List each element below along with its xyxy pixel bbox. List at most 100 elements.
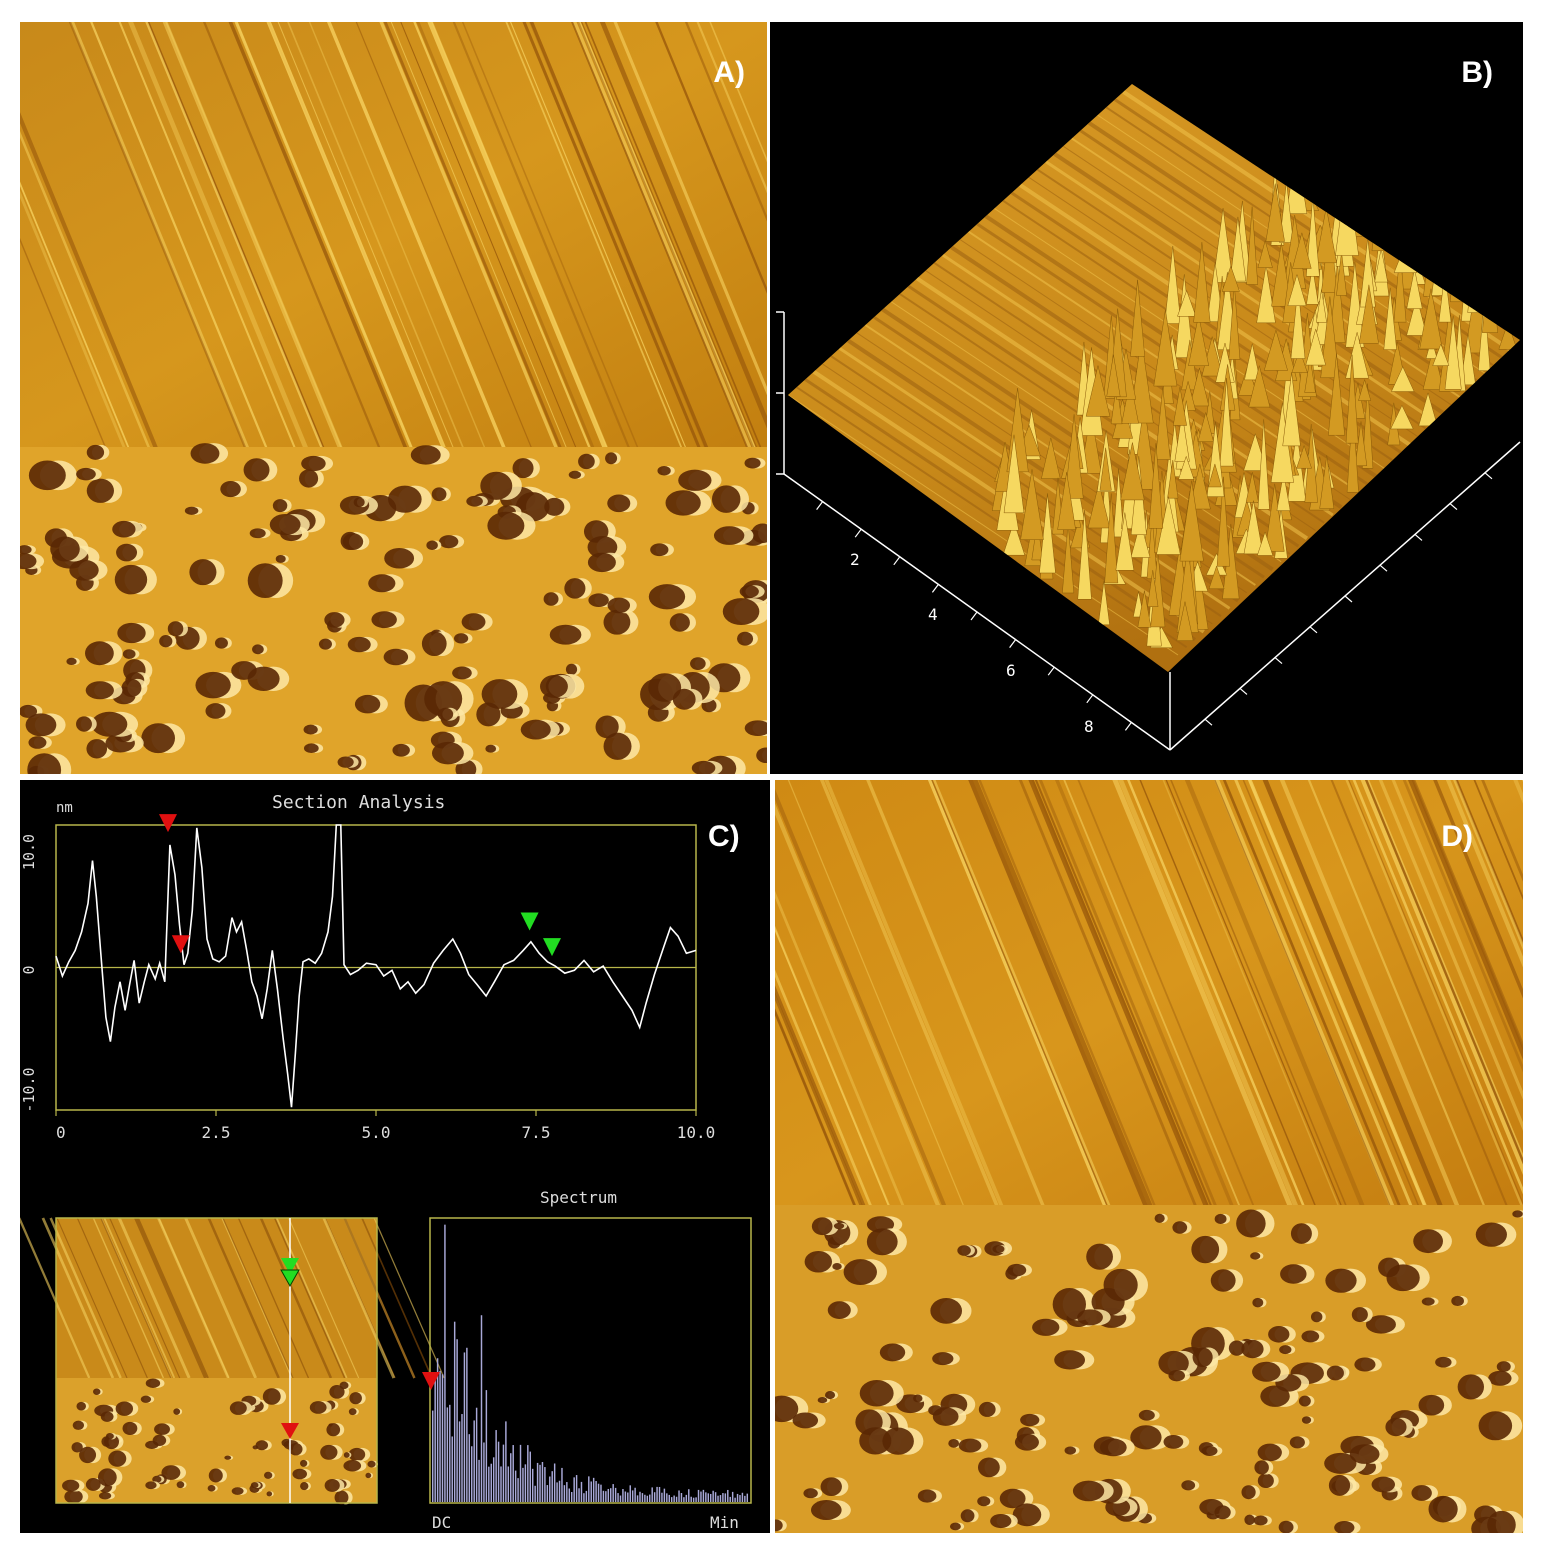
scratch-line — [145, 22, 323, 447]
texture-pit — [97, 1468, 117, 1487]
spectrum-title: Spectrum — [540, 1188, 617, 1207]
texture-pit — [167, 621, 184, 637]
texture-pit — [1428, 1495, 1458, 1523]
y-unit-label: nm — [56, 800, 73, 816]
texture-pit — [930, 1298, 963, 1324]
spectrum-bar — [746, 1493, 749, 1502]
thumb-scratch — [361, 1217, 433, 1379]
axis-tick-mark — [970, 611, 978, 621]
scratch-line — [1127, 780, 1305, 1205]
texture-pit — [371, 611, 397, 629]
thumb-scratch — [222, 1217, 294, 1379]
scratch-line — [1242, 780, 1419, 1205]
spectrum-marker-red — [422, 1372, 440, 1390]
texture-pit — [1244, 1514, 1255, 1526]
spectrum-bar — [500, 1466, 502, 1502]
surface-ridge — [1045, 160, 1437, 423]
texture-pit — [1475, 1222, 1507, 1247]
texture-pit — [367, 1460, 376, 1468]
texture-pit — [1386, 1264, 1420, 1292]
surface-spike — [1130, 279, 1146, 357]
texture-pit — [775, 1395, 799, 1423]
section-analysis-title: Section Analysis — [272, 792, 445, 813]
scratch-line — [522, 22, 701, 447]
texture-pit — [184, 506, 199, 515]
panel-c-label: C) — [708, 820, 740, 853]
texture-pit — [1012, 1503, 1042, 1527]
scratch-line — [1366, 780, 1523, 1162]
x-tick-label: 0 — [56, 1123, 66, 1142]
spectrum-bar — [627, 1492, 629, 1502]
texture-pit — [255, 1440, 269, 1451]
thumb-scratch — [237, 1217, 310, 1379]
surface-spike — [1358, 378, 1372, 401]
texture-pit — [1099, 1438, 1127, 1457]
scratch-line — [1038, 780, 1217, 1205]
surface-spike — [1002, 520, 1026, 556]
texture-pit — [353, 497, 365, 508]
surface-spike — [1264, 483, 1285, 552]
texture-pit — [116, 543, 138, 562]
surface-spike — [1256, 265, 1276, 324]
texture-pit — [159, 635, 173, 648]
texture-pit — [820, 1477, 842, 1497]
texture-pit — [85, 1478, 101, 1491]
texture-pit — [737, 631, 754, 646]
thumb-scratch — [275, 1217, 348, 1379]
profile-marker-red — [159, 814, 177, 833]
texture-pit — [229, 1401, 247, 1415]
texture-pit — [607, 597, 631, 614]
texture-pit — [334, 1490, 349, 1505]
spectrum-bar — [451, 1436, 453, 1502]
thumb-scratch — [41, 1217, 115, 1379]
texture-pit — [977, 1457, 1000, 1478]
texture-pit — [564, 578, 586, 599]
texture-pit — [744, 457, 761, 469]
spectrum-plot-frame — [429, 1217, 752, 1504]
surface-spike — [1285, 147, 1308, 214]
scratch-line — [20, 190, 126, 447]
panel-a-afm-image: A) — [20, 22, 767, 774]
surface-spike — [1147, 570, 1159, 607]
surface-spike — [1400, 200, 1415, 290]
texture-pit — [1268, 1326, 1290, 1343]
scratch-line — [684, 22, 767, 222]
texture-pit — [20, 545, 32, 555]
spectrum-bar — [517, 1478, 519, 1502]
spectrum-bar — [592, 1477, 595, 1502]
surface-spike — [1087, 482, 1111, 529]
texture-pit — [1236, 1209, 1266, 1238]
spectrum-bar — [583, 1493, 585, 1502]
texture-pit — [1496, 1361, 1511, 1372]
surface-spike — [1287, 273, 1307, 306]
texture-pit — [1228, 1340, 1245, 1356]
texture-pit — [301, 455, 326, 472]
texture-pit — [424, 681, 463, 717]
texture-pit — [1310, 1311, 1323, 1323]
texture-pit — [145, 1378, 161, 1388]
texture-pit — [744, 720, 767, 736]
section-thumbnail — [20, 1217, 445, 1505]
y-tick-bottom: -10.0 — [20, 1067, 38, 1112]
texture-pit — [544, 497, 565, 516]
thumb-scratch — [49, 1217, 122, 1379]
texture-pit — [348, 1447, 366, 1462]
surface-spike — [1104, 493, 1119, 584]
spectrum-bar — [624, 1491, 627, 1502]
surface-spike — [1020, 469, 1044, 540]
panel-d-label: D) — [1441, 820, 1473, 853]
surface-spike — [1130, 521, 1151, 558]
texture-pit — [1385, 1417, 1407, 1437]
spectrum-bar — [588, 1476, 590, 1502]
spectrum-bar — [724, 1493, 727, 1502]
spectrum-bar — [458, 1421, 461, 1502]
texture-pit — [247, 563, 283, 599]
scratch-line — [972, 780, 1153, 1205]
surface-spike — [1155, 387, 1171, 460]
texture-pit — [326, 1423, 341, 1437]
surface-spike — [1172, 387, 1187, 426]
surface-spike — [1212, 208, 1234, 283]
panel-b-3d-surface: 2 4 6 8 — [776, 84, 1521, 751]
spectrum-bar — [524, 1464, 527, 1502]
surface-spike — [1031, 521, 1044, 561]
